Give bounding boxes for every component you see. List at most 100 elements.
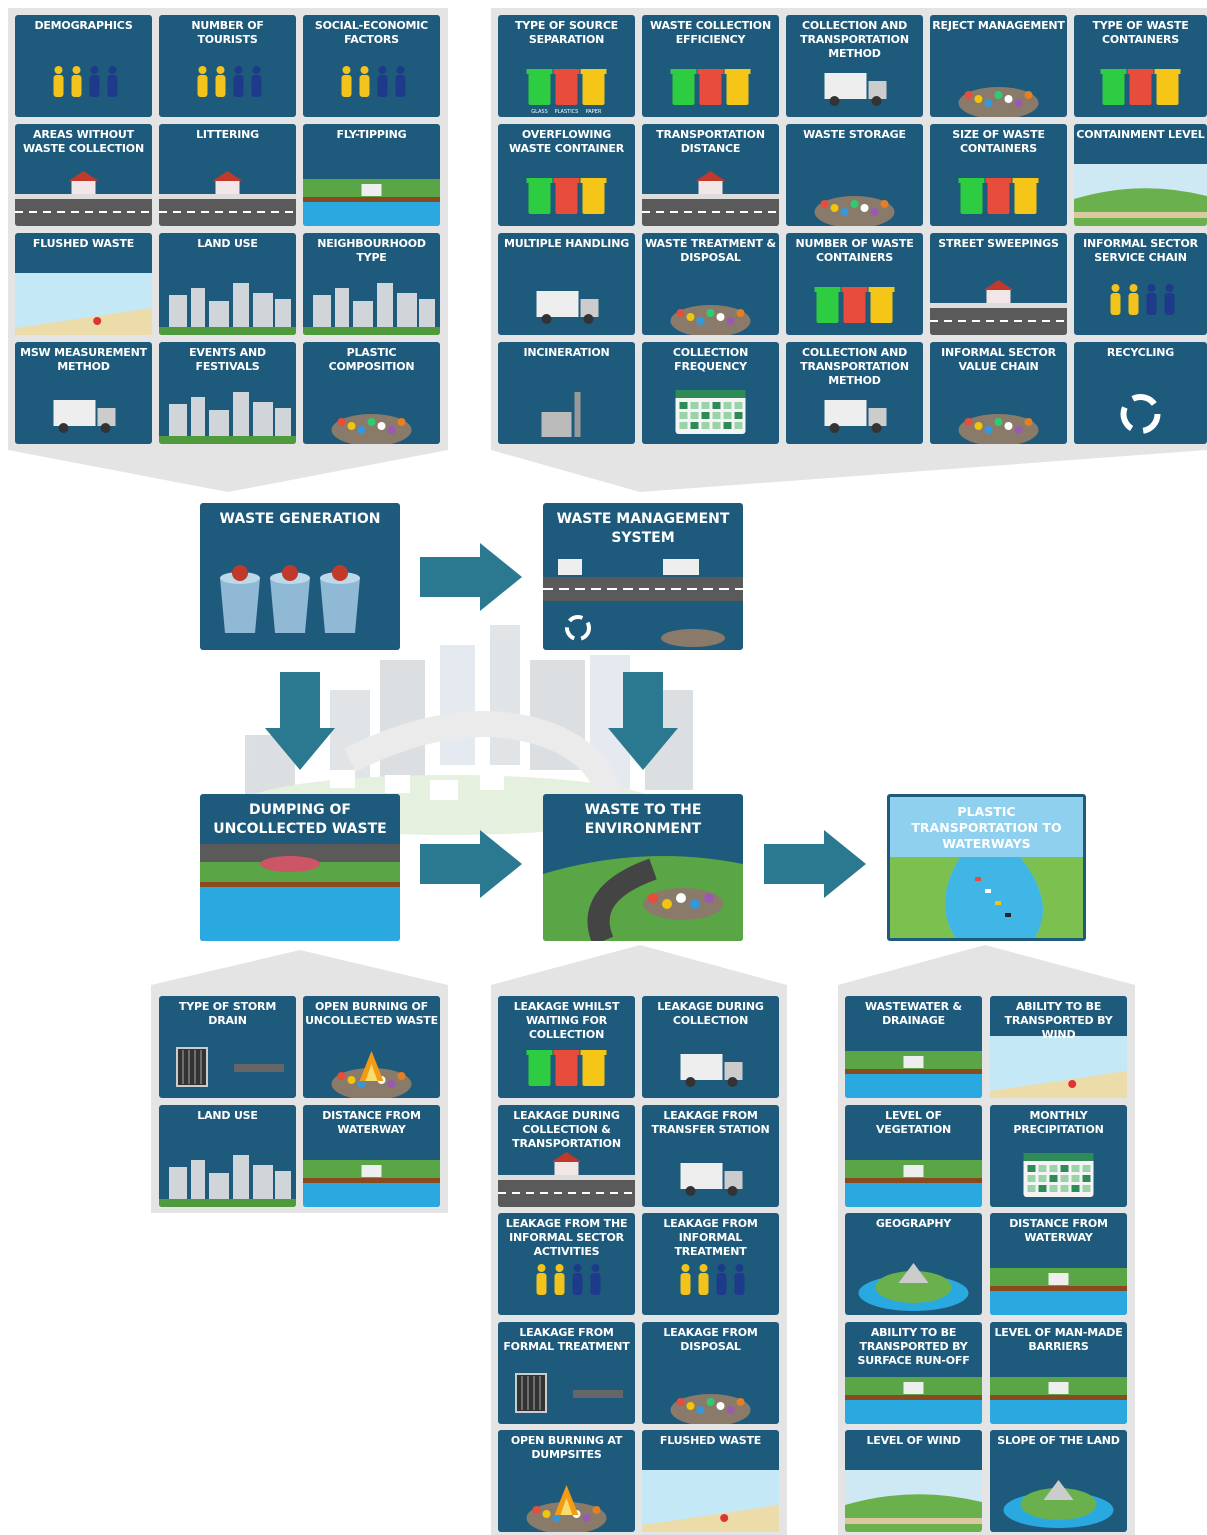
calendar-day: [1028, 1165, 1036, 1172]
tile-label: LEAKAGE WHILST WAITING FOR COLLECTION: [500, 1000, 633, 1042]
figure-head: [736, 1264, 744, 1272]
bin-lid: [527, 1050, 553, 1055]
bin: [583, 1054, 605, 1086]
tile-label: WASTE STORAGE: [788, 128, 921, 142]
calendar-day: [735, 412, 743, 419]
tile-label: OPEN BURNING AT DUMPSITES: [500, 1434, 633, 1462]
figure-head: [574, 1264, 582, 1272]
wheel: [830, 423, 840, 433]
debris: [965, 418, 973, 426]
house: [904, 1056, 924, 1068]
bin: [1103, 73, 1125, 105]
wheel: [686, 1186, 696, 1196]
house: [330, 770, 355, 788]
figure-body: [234, 75, 244, 97]
calendar-day: [702, 412, 710, 419]
figure-head: [73, 66, 81, 74]
house: [430, 780, 458, 800]
figure-body: [396, 75, 406, 97]
tile: MSW MEASUREMENT METHOD: [15, 342, 152, 444]
roof: [984, 280, 1014, 290]
tile: WASTEWATER & DRAINAGE: [845, 996, 982, 1098]
house: [362, 184, 382, 196]
arrow-right: [764, 830, 866, 898]
tile-label: INFORMAL SECTOR SERVICE CHAIN: [1076, 237, 1205, 265]
debris: [687, 313, 695, 321]
tile: DISTANCE FROM WATERWAY: [990, 1213, 1127, 1315]
tile: TYPE OF STORM DRAIN: [159, 996, 296, 1098]
calendar-day: [1061, 1175, 1069, 1182]
waste: [332, 565, 348, 581]
tile: LEAKAGE FROM THE INFORMAL SECTOR ACTIVIT…: [498, 1213, 635, 1315]
plastic: [995, 901, 1001, 905]
tile-label: WASTEWATER & DRAINAGE: [847, 1000, 980, 1028]
debris: [690, 899, 700, 909]
figure-body: [735, 1273, 745, 1295]
tile-label: GEOGRAPHY: [847, 1217, 980, 1231]
tile-label: ABILITY TO BE TRANSPORTED BY WIND: [992, 1000, 1125, 1042]
calendar-day: [735, 422, 743, 429]
tile: WASTE TREATMENT & DISPOSAL: [642, 233, 779, 335]
tile-label: INFORMAL SECTOR VALUE CHAIN: [932, 346, 1065, 374]
hill: [845, 1494, 982, 1532]
debris: [553, 1514, 561, 1522]
tile-label: LEVEL OF WIND: [847, 1434, 980, 1448]
chimney: [575, 392, 581, 437]
wheel: [872, 96, 882, 106]
debris: [975, 422, 983, 430]
bin: [817, 291, 839, 323]
calendar-day: [1083, 1185, 1091, 1192]
figure-body: [216, 75, 226, 97]
house: [555, 1161, 579, 1175]
figure-body: [717, 1273, 727, 1295]
tile: OPEN BURNING AT DUMPSITES: [498, 1430, 635, 1532]
tile: LEAKAGE FROM INFORMAL TREATMENT: [642, 1213, 779, 1315]
bin: [556, 1054, 578, 1086]
tile-label: OVERFLOWING WASTE CONTAINER: [500, 128, 633, 156]
calendar-day: [1072, 1175, 1080, 1182]
tile: COLLECTION AND TRANSPORTATION METHOD: [786, 15, 923, 117]
ground: [159, 327, 296, 335]
soil: [845, 1395, 982, 1400]
calendar-day: [735, 402, 743, 409]
calendar-day: [1083, 1165, 1091, 1172]
bin-label: PLASTICS: [555, 109, 579, 115]
debris: [995, 418, 1003, 426]
calendar-top: [1024, 1153, 1094, 1161]
debris: [388, 426, 396, 434]
figure-body: [1129, 293, 1139, 315]
building: [490, 625, 520, 765]
bin: [556, 182, 578, 214]
figure-head: [343, 66, 351, 74]
tile: COLLECTION AND TRANSPORTATION METHOD: [786, 342, 923, 444]
debris: [358, 426, 366, 434]
roof: [696, 171, 726, 181]
bin: [673, 73, 695, 105]
tile: DISTANCE FROM WATERWAY: [303, 1105, 440, 1207]
bin-lid: [671, 69, 697, 74]
ground: [303, 327, 440, 335]
wheel: [728, 1186, 738, 1196]
house: [1049, 1382, 1069, 1394]
calendar-day: [691, 402, 699, 409]
litter: [93, 317, 101, 325]
tile: LAND USE: [159, 233, 296, 335]
figure-body: [198, 75, 208, 97]
calendar-day: [680, 402, 688, 409]
figure-body: [1111, 293, 1121, 315]
tile-label: SLOPE OF THE LAND: [992, 1434, 1125, 1448]
arrow-right: [420, 543, 522, 611]
building: [440, 645, 475, 765]
debris: [975, 95, 983, 103]
calendar-day: [1039, 1185, 1047, 1192]
tile: REJECT MANAGEMENT: [930, 15, 1067, 117]
water: [303, 1183, 440, 1207]
calendar-day: [713, 422, 721, 429]
debris: [851, 200, 859, 208]
bin-lid: [1155, 69, 1181, 74]
debris: [841, 208, 849, 216]
wheel: [728, 1077, 738, 1087]
tile: TRANSPORTATION DISTANCE: [642, 124, 779, 226]
figure-body: [108, 75, 118, 97]
tile-label: LEAKAGE FROM DISPOSAL: [644, 1326, 777, 1354]
